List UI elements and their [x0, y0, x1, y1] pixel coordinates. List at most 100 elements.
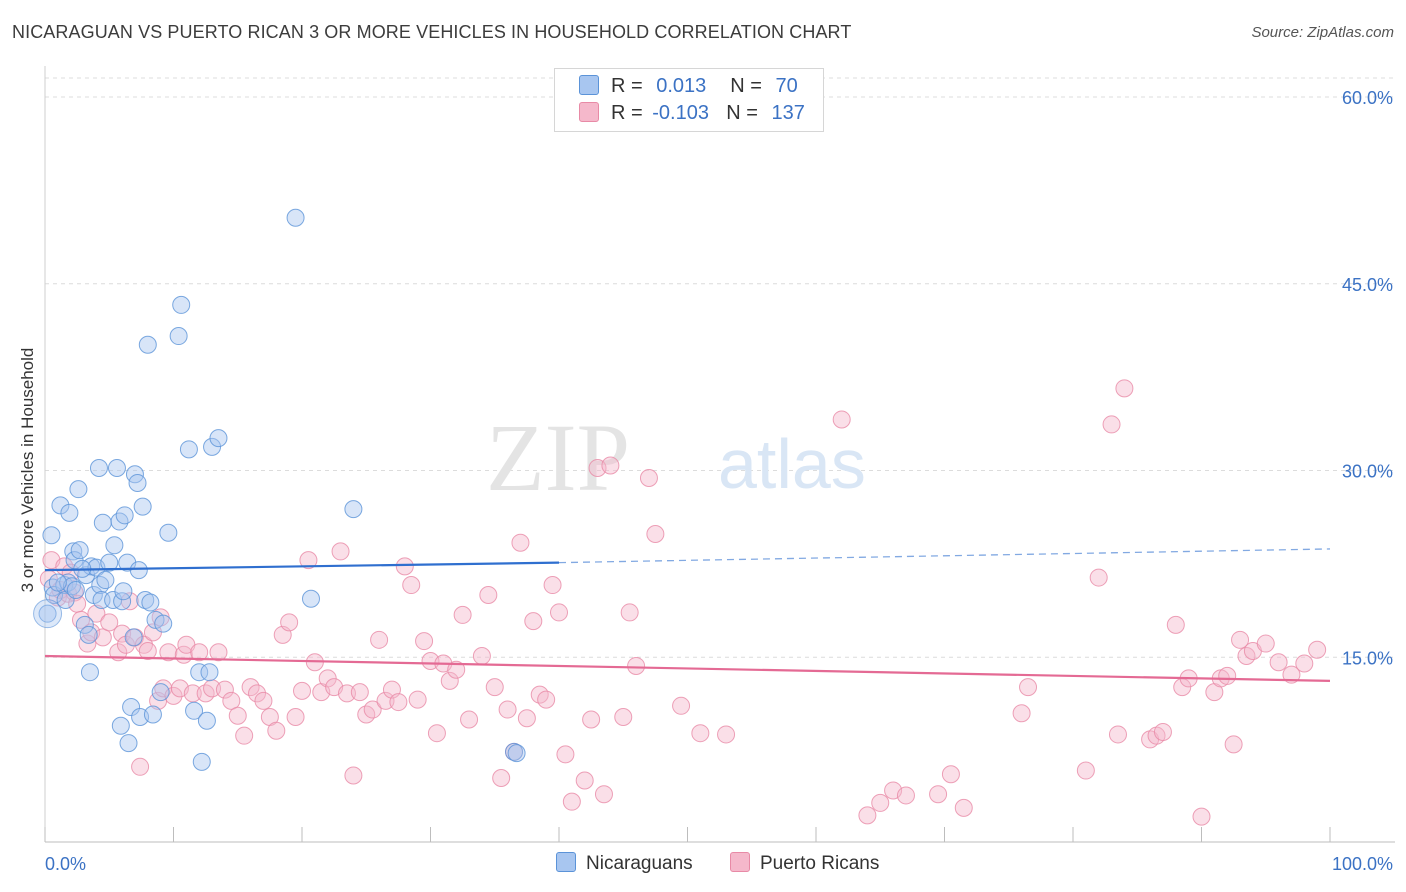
nicaraguan-point: [344, 500, 363, 519]
nicaraguan-point: [154, 614, 173, 633]
nicaraguan-point: [93, 513, 112, 532]
nicaraguan-point: [115, 506, 134, 525]
nicaraguan-point: [507, 744, 526, 763]
chart-title: NICARAGUAN VS PUERTO RICAN 3 OR MORE VEH…: [12, 22, 852, 42]
puerto-rican-point: [376, 691, 395, 710]
puerto-rican-point: [594, 785, 613, 804]
puerto-rican-point: [453, 605, 472, 624]
puerto-rican-point: [871, 793, 890, 812]
source-attribution: Source: ZipAtlas.com: [1251, 24, 1394, 41]
nicaraguan-point: [190, 663, 209, 682]
puerto-rican-point: [498, 700, 517, 719]
puerto-rican-point: [138, 642, 157, 661]
puerto-rican-point: [299, 551, 318, 570]
puerto-rican-point: [1231, 630, 1250, 649]
nicaraguan-point: [51, 496, 70, 515]
bottom-legend-label: Nicaraguans: [586, 853, 693, 874]
legend-row-nicaraguans: R = 0.013 N = 70: [579, 75, 798, 98]
puerto-rican-point: [485, 678, 504, 697]
puerto-rican-point: [537, 690, 556, 709]
puerto-rican-point: [286, 708, 305, 727]
watermark-zip: ZIP: [486, 404, 630, 511]
puerto-rican-point: [1153, 722, 1172, 741]
puerto-rican-point: [1102, 415, 1121, 434]
puerto-rican-point: [254, 691, 273, 710]
nicaraguan-point: [119, 734, 138, 753]
puerto-rican-point: [408, 690, 427, 709]
bottom-legend-nicaraguans: Nicaraguans: [556, 852, 693, 875]
nicaraguan-point: [179, 440, 198, 459]
puerto-rican-point: [1282, 665, 1301, 684]
puerto-rican-point: [402, 576, 421, 595]
puerto-rican-point: [511, 533, 530, 552]
nicaraguan-point: [69, 480, 88, 499]
legend-n-value: 70: [775, 75, 798, 97]
y-tick-label: 30.0%: [1342, 462, 1393, 482]
puerto-rican-point: [228, 706, 247, 725]
puerto-rican-point: [447, 660, 466, 679]
puerto-rican-point: [395, 557, 414, 576]
puerto-rican-point: [479, 586, 498, 604]
puerto-rican-point: [858, 806, 877, 825]
puerto-rican-point: [370, 630, 389, 649]
puerto-rican-point: [954, 798, 973, 817]
puerto-rican-point: [941, 765, 960, 784]
puerto-rican-point: [639, 468, 658, 487]
legend-r-value: 0.013: [656, 75, 707, 97]
nicaraguan-point: [128, 473, 147, 492]
puerto-ricans-points: [39, 379, 1327, 826]
puerto-rican-point: [1218, 666, 1237, 685]
puerto-rican-point: [832, 410, 851, 429]
puerto-rican-point: [896, 786, 915, 805]
nicaraguan-point: [169, 327, 188, 346]
nicaraguan-point: [111, 716, 130, 735]
legend-r-value: -0.103: [652, 102, 709, 124]
nicaraguan-point: [197, 711, 216, 730]
puerto-rican-point: [1166, 615, 1185, 634]
nicaraguan-point: [141, 593, 160, 612]
nicaraguan-point: [91, 576, 110, 595]
nicaraguan-point: [114, 582, 133, 601]
legend-row-puerto-ricans: R = -0.103 N = 137: [579, 102, 805, 125]
puerto-rican-point: [1256, 634, 1275, 653]
puerto-rican-point: [363, 700, 382, 719]
puerto-rican-point: [691, 724, 710, 743]
watermark: ZIP atlas: [486, 404, 866, 511]
puerto-rican-point: [672, 696, 691, 715]
nicaraguan-point: [66, 581, 85, 600]
nicaraguan-point: [70, 541, 89, 560]
axes: [44, 66, 1395, 843]
puerto-rican-point: [646, 524, 665, 543]
bottom-legend-swatch-puerto-ricans: [730, 852, 750, 872]
puerto-rican-point: [601, 456, 620, 475]
puerto-rican-point: [1115, 379, 1134, 398]
puerto-rican-point: [472, 647, 491, 666]
puerto-rican-point: [209, 643, 228, 662]
nicaraguans-trend-extension: [558, 548, 1331, 564]
puerto-rican-point: [1295, 654, 1314, 673]
legend-r-label: R =: [611, 102, 649, 124]
puerto-rican-point: [116, 635, 135, 654]
puerto-rican-point: [235, 726, 254, 745]
nicaraguan-point: [185, 701, 204, 720]
bottom-legend-puerto-ricans: Puerto Ricans: [730, 852, 879, 875]
puerto-rican-point: [222, 691, 241, 710]
y-tick-label: 60.0%: [1342, 88, 1393, 108]
puerto-rican-point: [344, 766, 363, 785]
puerto-rican-point: [93, 628, 112, 647]
nicaraguan-point: [122, 698, 141, 717]
puerto-rican-point: [415, 632, 434, 651]
puerto-rican-point: [1076, 761, 1095, 780]
puerto-rican-point: [1192, 807, 1211, 826]
legend-n-label: N =: [726, 102, 764, 124]
puerto-rican-point: [248, 684, 267, 703]
nicaraguan-point: [38, 604, 57, 623]
puerto-rican-point: [331, 542, 350, 561]
legend-r-label: R =: [611, 75, 649, 97]
puerto-rican-point: [427, 724, 446, 743]
legend-n-value: 137: [771, 102, 805, 124]
nicaraguan-point: [75, 615, 94, 634]
puerto-rican-point: [614, 708, 633, 727]
puerto-rican-point: [337, 684, 356, 703]
nicaraguan-point: [113, 592, 132, 611]
